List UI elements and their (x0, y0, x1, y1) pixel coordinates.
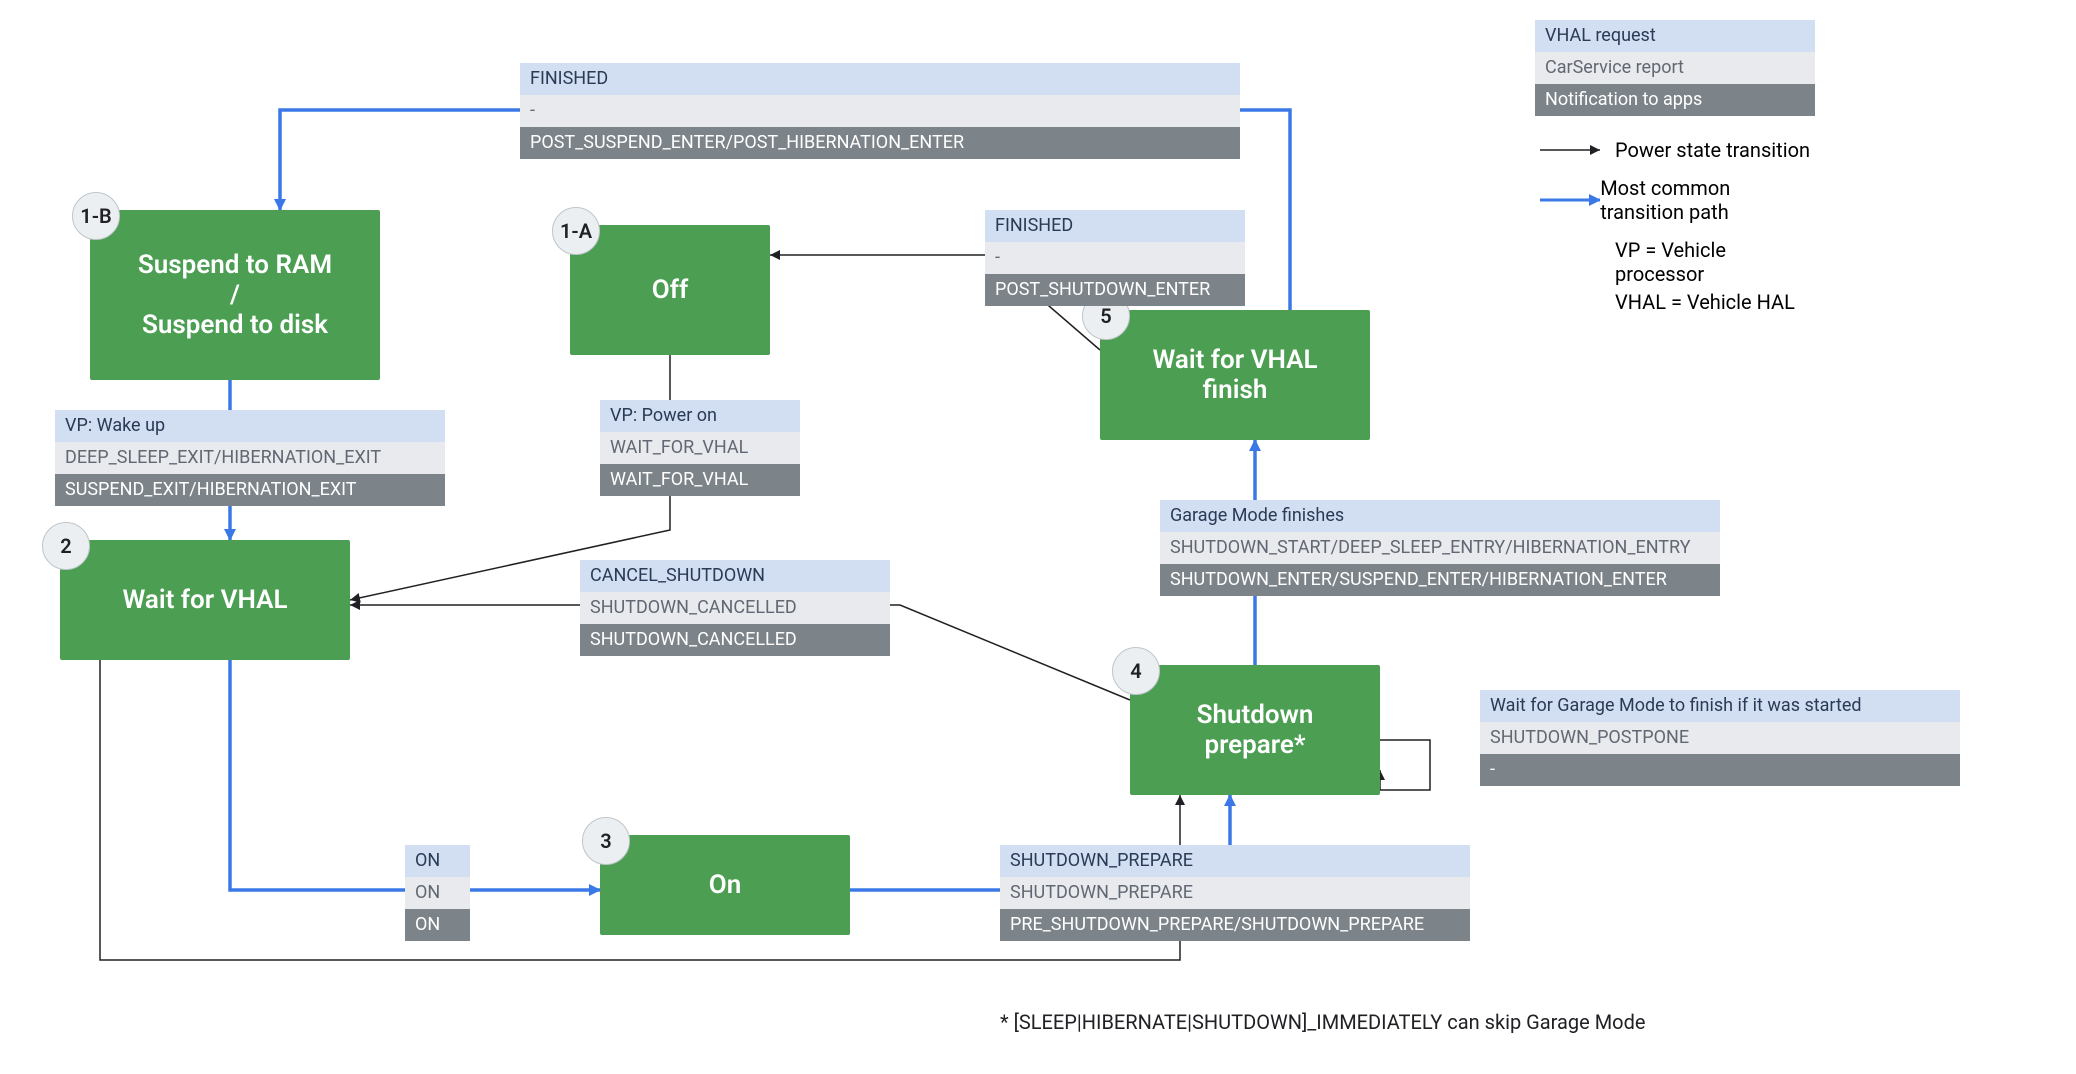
badge-shutdown-text: 4 (1130, 659, 1141, 683)
msg-poweron-report: WAIT_FOR_VHAL (600, 432, 800, 464)
msg-wake-vhal: VP: Wake up (55, 410, 445, 442)
legend-report: CarService report (1535, 52, 1815, 84)
node-off-label: Off (652, 275, 688, 305)
badge-off: 1-A (552, 207, 600, 255)
node-on: On (600, 835, 850, 935)
msg-on-notify: ON (405, 909, 470, 941)
msg-on-vhal: ON (405, 845, 470, 877)
msg-finished-off-report: - (985, 242, 1245, 274)
msg-cancel-notify: SHUTDOWN_CANCELLED (580, 624, 890, 656)
msg-cancel: CANCEL_SHUTDOWN SHUTDOWN_CANCELLED SHUTD… (580, 560, 890, 656)
msg-finished-off-notify: POST_SHUTDOWN_ENTER (985, 274, 1245, 306)
msg-finished-top-vhal: FINISHED (520, 63, 1240, 95)
msg-on-report: ON (405, 877, 470, 909)
node-wait-vhal-label: Wait for VHAL (122, 585, 287, 615)
node-wait-vhal: Wait for VHAL (60, 540, 350, 660)
badge-off-text: 1-A (560, 219, 592, 243)
legend-vhal-def: VHAL = Vehicle HAL (1615, 290, 1815, 314)
msg-garage-finish-vhal: Garage Mode finishes (1160, 500, 1720, 532)
badge-on: 3 (582, 817, 630, 865)
legend-color-key: VHAL request CarService report Notificat… (1535, 20, 1815, 116)
msg-prepare-report: SHUTDOWN_PREPARE (1000, 877, 1470, 909)
node-shutdown: Shutdownprepare* (1130, 665, 1380, 795)
msg-prepare: SHUTDOWN_PREPARE SHUTDOWN_PREPARE PRE_SH… (1000, 845, 1470, 941)
msg-prepare-vhal: SHUTDOWN_PREPARE (1000, 845, 1470, 877)
msg-finished-top-report: - (520, 95, 1240, 127)
msg-wake: VP: Wake up DEEP_SLEEP_EXIT/HIBERNATION_… (55, 410, 445, 506)
legend-notify: Notification to apps (1535, 84, 1815, 116)
badge-suspend-text: 1-B (80, 204, 111, 228)
msg-prepare-notify: PRE_SHUTDOWN_PREPARE/SHUTDOWN_PREPARE (1000, 909, 1470, 941)
msg-cancel-vhal: CANCEL_SHUTDOWN (580, 560, 890, 592)
badge-on-text: 3 (600, 829, 611, 853)
msg-poweron-notify: WAIT_FOR_VHAL (600, 464, 800, 496)
node-wait-finish-label: Wait for VHALfinish (1152, 345, 1317, 405)
msg-finished-top-notify: POST_SUSPEND_ENTER/POST_HIBERNATION_ENTE… (520, 127, 1240, 159)
msg-on: ON ON ON (405, 845, 470, 941)
node-on-label: On (709, 870, 741, 900)
legend-black-arrow-row: Power state transition (1535, 138, 1815, 162)
msg-postpone-report: SHUTDOWN_POSTPONE (1480, 722, 1960, 754)
msg-poweron: VP: Power on WAIT_FOR_VHAL WAIT_FOR_VHAL (600, 400, 800, 496)
msg-postpone: Wait for Garage Mode to finish if it was… (1480, 690, 1960, 786)
legend-blue-arrow-label: Most common transition path (1600, 176, 1815, 224)
msg-wake-report: DEEP_SLEEP_EXIT/HIBERNATION_EXIT (55, 442, 445, 474)
node-shutdown-label: Shutdownprepare* (1197, 700, 1314, 760)
legend-black-arrow-icon (1535, 140, 1615, 160)
node-off: Off (570, 225, 770, 355)
node-suspend-label: Suspend to RAM/Suspend to disk (138, 250, 332, 340)
msg-garage-finish: Garage Mode finishes SHUTDOWN_START/DEEP… (1160, 500, 1720, 596)
legend-vp-def: VP = Vehicle processor (1615, 238, 1815, 286)
msg-postpone-vhal: Wait for Garage Mode to finish if it was… (1480, 690, 1960, 722)
badge-suspend: 1-B (72, 192, 120, 240)
node-wait-finish: Wait for VHALfinish (1100, 310, 1370, 440)
badge-wait-finish-text: 5 (1100, 304, 1111, 328)
legend: VHAL request CarService report Notificat… (1535, 20, 1815, 314)
badge-wait-vhal: 2 (42, 522, 90, 570)
badge-shutdown: 4 (1112, 647, 1160, 695)
badge-wait-vhal-text: 2 (60, 534, 71, 558)
msg-postpone-notify: - (1480, 754, 1960, 786)
msg-wake-notify: SUSPEND_EXIT/HIBERNATION_EXIT (55, 474, 445, 506)
node-suspend: Suspend to RAM/Suspend to disk (90, 210, 380, 380)
msg-garage-finish-report: SHUTDOWN_START/DEEP_SLEEP_ENTRY/HIBERNAT… (1160, 532, 1720, 564)
msg-cancel-report: SHUTDOWN_CANCELLED (580, 592, 890, 624)
legend-vhal: VHAL request (1535, 20, 1815, 52)
footnote-text: * [SLEEP|HIBERNATE|SHUTDOWN]_IMMEDIATELY… (1000, 1010, 1645, 1034)
legend-blue-arrow-row: Most common transition path (1535, 176, 1815, 224)
legend-black-arrow-label: Power state transition (1615, 138, 1810, 162)
legend-blue-arrow-icon (1535, 190, 1600, 210)
msg-poweron-vhal: VP: Power on (600, 400, 800, 432)
msg-finished-off: FINISHED - POST_SHUTDOWN_ENTER (985, 210, 1245, 306)
footnote: * [SLEEP|HIBERNATE|SHUTDOWN]_IMMEDIATELY… (1000, 1010, 1645, 1034)
msg-finished-off-vhal: FINISHED (985, 210, 1245, 242)
msg-finished-top: FINISHED - POST_SUSPEND_ENTER/POST_HIBER… (520, 63, 1240, 159)
msg-garage-finish-notify: SHUTDOWN_ENTER/SUSPEND_ENTER/HIBERNATION… (1160, 564, 1720, 596)
